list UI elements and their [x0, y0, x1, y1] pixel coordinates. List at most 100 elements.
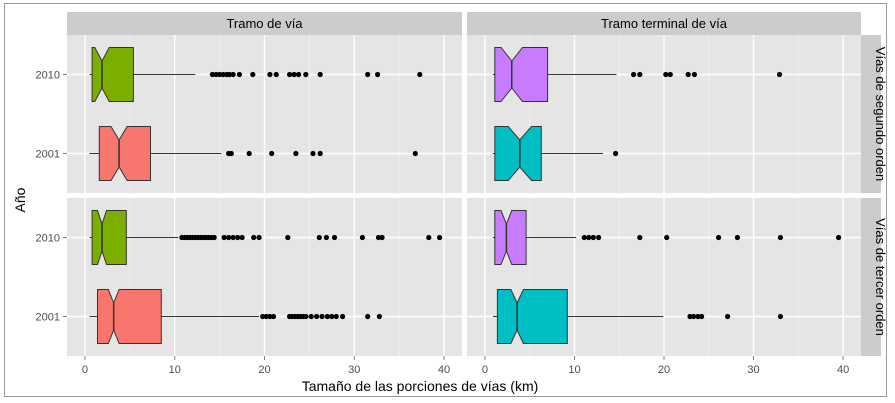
outlier-point	[365, 313, 371, 320]
outlier-point	[236, 71, 242, 78]
outlier-point	[319, 313, 325, 320]
box-2010	[91, 210, 127, 265]
outlier-point	[217, 71, 223, 78]
outlier-point	[777, 313, 784, 320]
x-tick-label: 20	[258, 364, 270, 376]
facet-strip-label: Vías de tercer orden	[873, 218, 888, 336]
outlier-point	[667, 71, 673, 78]
outlier-point	[287, 71, 293, 78]
outlier-point	[716, 234, 722, 241]
outlier-point	[317, 150, 323, 157]
outlier-point	[417, 71, 423, 78]
outlier-point	[308, 313, 314, 320]
outlier-point	[246, 150, 252, 157]
outlier-point	[250, 71, 256, 78]
outlier-point	[303, 313, 309, 320]
outlier-point	[230, 234, 236, 241]
outlier-point	[226, 71, 233, 78]
outlier-point	[260, 313, 266, 320]
box-2001	[496, 289, 568, 344]
x-tick-label: 0	[82, 364, 88, 376]
outlier-point	[426, 234, 432, 241]
outlier-point	[412, 150, 418, 157]
outlier-point	[291, 71, 297, 78]
outlier-point	[613, 150, 619, 157]
x-tick-label: 40	[438, 364, 450, 376]
outlier-point	[664, 234, 670, 241]
outlier-point	[310, 150, 316, 157]
outlier-point	[228, 150, 234, 157]
outlier-point	[333, 313, 339, 320]
x-tick-label: 0	[482, 364, 488, 376]
outlier-point	[695, 313, 701, 320]
outlier-point	[691, 71, 698, 78]
outlier-point	[209, 71, 215, 78]
x-tick-label: 10	[169, 364, 181, 376]
facet-strip-vias-de-tercer-orden	[861, 198, 881, 356]
outlier-point	[251, 234, 257, 241]
x-tick-label: 10	[568, 364, 580, 376]
faceted-boxplot-chart: Año Tamaño de las porciones de vías (km)…	[12, 12, 888, 394]
outlier-point	[331, 234, 338, 241]
y-tick-label: 2010	[36, 233, 60, 245]
outlier-point	[293, 150, 299, 157]
outlier-point	[590, 234, 596, 241]
facet-strip-label: Tramo terminal de vía	[601, 16, 728, 31]
facet-strip-label: Tramo de vía	[226, 16, 303, 31]
box-2001	[97, 289, 162, 344]
facet-strip-label: Vías de segundo orden	[873, 47, 888, 181]
y-tick-label: 2001	[36, 149, 60, 161]
outlier-point	[220, 71, 226, 78]
outlier-point	[230, 71, 236, 78]
outlier-point	[256, 234, 262, 241]
outlier-point	[267, 313, 273, 320]
y-axis-title: Año	[12, 187, 28, 212]
figure-frame: Año Tamaño de las porciones de vías (km)…	[4, 3, 888, 397]
outlier-point	[685, 71, 691, 78]
outlier-point	[586, 234, 592, 241]
outlier-point	[269, 150, 275, 157]
outlier-point	[776, 71, 783, 78]
outlier-point	[316, 234, 322, 241]
outlier-point	[324, 313, 330, 320]
outlier-point	[699, 313, 705, 320]
outlier-point	[596, 234, 602, 241]
outlier-point	[267, 71, 273, 78]
facet-strip-tramo-de-via	[67, 12, 462, 35]
outlier-point	[637, 234, 643, 241]
outlier-point	[631, 71, 637, 78]
outlier-point	[691, 313, 697, 320]
outlier-point	[270, 313, 277, 320]
outlier-point	[226, 234, 232, 241]
outlier-point	[376, 313, 382, 320]
box-2001	[98, 126, 151, 181]
outlier-point	[581, 234, 587, 241]
outlier-point	[359, 234, 365, 241]
outlier-point	[663, 71, 669, 78]
box-2010	[494, 47, 549, 102]
y-tick-label: 2001	[36, 312, 60, 324]
outlier-point	[221, 234, 227, 241]
outlier-point	[379, 234, 385, 241]
outlier-point	[314, 313, 320, 320]
outlier-point	[365, 71, 371, 78]
box-2010	[494, 210, 527, 265]
outlier-point	[273, 71, 279, 78]
outlier-point	[340, 313, 346, 320]
box-2001	[494, 126, 542, 181]
outlier-point	[285, 234, 291, 241]
facet-strip-tramo-terminal-de-via	[467, 12, 861, 35]
outlier-point	[303, 71, 309, 78]
outlier-point	[437, 234, 443, 241]
outlier-point	[317, 71, 323, 78]
x-tick-label: 30	[348, 364, 360, 376]
outlier-point	[836, 234, 842, 241]
y-tick-label: 2010	[36, 70, 60, 82]
outlier-point	[296, 71, 302, 78]
outlier-point	[375, 71, 381, 78]
outlier-point	[323, 234, 329, 241]
box-2010	[91, 47, 134, 102]
outlier-point	[725, 313, 731, 320]
facet-strip-vias-de-segundo-orden	[861, 35, 881, 193]
outlier-point	[263, 313, 269, 320]
